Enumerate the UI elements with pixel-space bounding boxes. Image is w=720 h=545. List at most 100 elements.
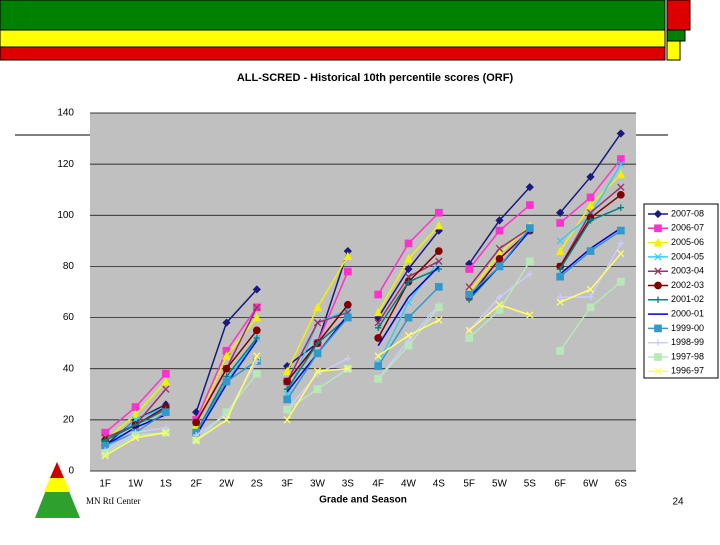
point <box>374 290 383 299</box>
point <box>131 403 140 411</box>
point <box>616 226 625 235</box>
legend-label: 2004-05 <box>671 251 704 261</box>
point <box>435 257 443 265</box>
point <box>405 278 412 285</box>
point <box>404 254 413 263</box>
point <box>556 219 565 227</box>
point <box>434 220 444 230</box>
point <box>526 311 534 319</box>
point <box>314 339 321 347</box>
x-tick-label: 2S <box>251 479 264 490</box>
point <box>313 385 322 394</box>
point <box>404 341 413 350</box>
top-band-red <box>0 46 666 61</box>
point <box>283 377 292 386</box>
x-tick-label: 5W <box>492 479 508 490</box>
point <box>434 247 443 255</box>
page-number: 24 <box>672 497 684 508</box>
x-tick-label: 3S <box>342 479 355 490</box>
point <box>374 362 383 371</box>
x-tick-label: 6F <box>554 479 566 490</box>
point <box>374 324 382 331</box>
point <box>495 301 504 309</box>
x-tick-label: 4W <box>401 479 417 490</box>
legend-label: 1996-97 <box>671 366 704 376</box>
x-tick-label: 3W <box>310 479 326 490</box>
point <box>525 224 534 232</box>
point <box>252 326 261 335</box>
legend-label: 2006-07 <box>671 223 704 233</box>
point <box>465 334 474 342</box>
point <box>161 376 171 386</box>
point <box>586 193 595 202</box>
legend-label: 2000-01 <box>671 308 704 318</box>
point <box>617 160 625 168</box>
point <box>496 293 503 301</box>
point <box>525 201 534 209</box>
y-tick-label: 80 <box>63 261 75 272</box>
point <box>404 313 413 322</box>
point <box>586 172 595 182</box>
point <box>495 254 504 263</box>
corner-green <box>666 29 686 42</box>
y-tick-label: 100 <box>57 210 74 221</box>
point <box>616 129 625 138</box>
point <box>282 366 292 376</box>
point <box>313 367 322 375</box>
legend-box <box>643 203 719 379</box>
point <box>344 365 352 373</box>
point <box>495 306 504 314</box>
point <box>252 285 261 294</box>
point <box>586 285 595 294</box>
point <box>343 267 352 276</box>
point <box>222 377 231 386</box>
point <box>222 364 231 373</box>
point <box>465 290 474 299</box>
point <box>343 300 352 309</box>
point <box>434 208 443 217</box>
point <box>252 312 262 322</box>
point <box>404 264 413 274</box>
top-band-green <box>0 0 666 31</box>
point <box>192 418 201 427</box>
legend-marker <box>654 296 662 303</box>
legend-label: 1998-99 <box>671 337 704 347</box>
point <box>556 208 565 217</box>
point <box>222 318 231 327</box>
point <box>495 262 504 271</box>
point <box>161 369 170 378</box>
point <box>434 283 443 291</box>
legend-marker <box>654 339 662 346</box>
x-tick-label: 4S <box>433 479 446 490</box>
legend-marker <box>653 237 663 247</box>
x-tick-label: 1W <box>128 479 144 490</box>
point <box>374 352 382 360</box>
y-tick-label: 40 <box>63 363 75 374</box>
point <box>526 270 534 278</box>
point <box>404 239 413 248</box>
point <box>617 204 625 211</box>
point <box>525 257 534 266</box>
plot-area <box>90 113 636 471</box>
chart-title: ALL-SCRED - Historical 10th percentile s… <box>237 72 514 84</box>
point <box>587 293 594 301</box>
legend-marker <box>654 324 662 333</box>
point <box>616 169 626 179</box>
y-tick-label: 60 <box>63 312 75 323</box>
x-tick-label: 1F <box>99 479 111 490</box>
x-tick-label: 2W <box>219 479 235 490</box>
point <box>555 246 565 255</box>
point <box>283 405 292 414</box>
legend-marker <box>654 281 662 290</box>
point <box>283 416 291 424</box>
point <box>283 395 292 404</box>
point <box>495 216 504 225</box>
point <box>374 334 383 342</box>
point <box>465 283 473 291</box>
series-line <box>377 265 440 347</box>
x-tick-label: 6S <box>615 479 628 490</box>
point <box>465 326 473 335</box>
point <box>162 385 170 393</box>
point <box>556 346 565 355</box>
